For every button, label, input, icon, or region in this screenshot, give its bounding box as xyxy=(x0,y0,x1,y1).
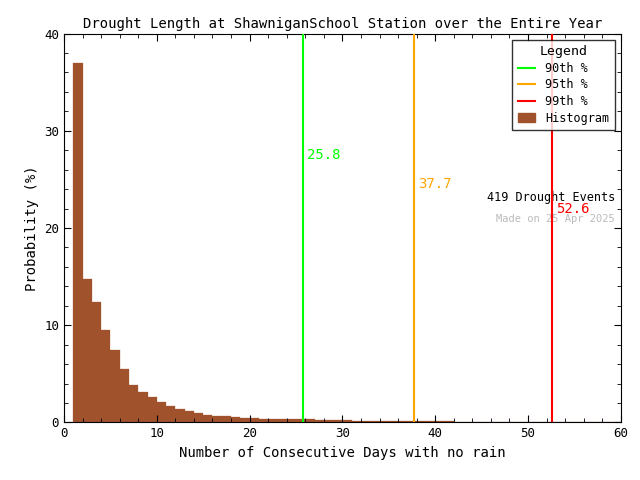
Bar xyxy=(147,397,157,422)
Bar xyxy=(222,416,231,422)
Bar xyxy=(166,406,175,422)
Bar xyxy=(398,421,407,422)
Bar xyxy=(259,419,268,422)
Legend: 90th %, 95th %, 99th %, Histogram: 90th %, 95th %, 99th %, Histogram xyxy=(512,39,615,131)
Bar xyxy=(175,409,184,422)
Bar xyxy=(138,392,148,422)
Y-axis label: Probability (%): Probability (%) xyxy=(24,165,38,291)
Bar xyxy=(352,421,361,422)
Bar xyxy=(120,369,129,422)
Bar xyxy=(380,421,388,422)
Title: Drought Length at ShawniganSchool Station over the Entire Year: Drought Length at ShawniganSchool Statio… xyxy=(83,17,602,31)
Text: 419 Drought Events: 419 Drought Events xyxy=(487,191,615,204)
Bar xyxy=(212,416,222,422)
Bar xyxy=(129,385,138,422)
Bar xyxy=(370,421,380,422)
Text: 52.6: 52.6 xyxy=(556,202,589,216)
Bar xyxy=(417,421,426,422)
Bar xyxy=(296,420,305,422)
Text: 37.7: 37.7 xyxy=(417,177,451,191)
Bar xyxy=(231,417,241,422)
Bar xyxy=(111,350,120,422)
Bar xyxy=(268,419,277,422)
Bar xyxy=(287,420,296,422)
Bar xyxy=(250,418,259,422)
Bar xyxy=(314,420,324,422)
Bar xyxy=(101,330,111,422)
Bar xyxy=(305,420,314,422)
Text: 25.8: 25.8 xyxy=(307,148,340,162)
Bar xyxy=(407,421,417,422)
Bar xyxy=(194,413,204,422)
Bar xyxy=(184,411,194,422)
Bar xyxy=(333,420,342,422)
Bar xyxy=(73,63,83,422)
Bar xyxy=(157,402,166,422)
Bar xyxy=(83,278,92,422)
Bar xyxy=(204,415,212,422)
Bar xyxy=(342,420,352,422)
Bar xyxy=(241,418,250,422)
Bar xyxy=(426,421,435,422)
Bar xyxy=(444,421,454,422)
Bar xyxy=(388,421,398,422)
Bar xyxy=(361,421,370,422)
Bar xyxy=(435,421,444,422)
Bar xyxy=(324,420,333,422)
Bar xyxy=(92,302,101,422)
X-axis label: Number of Consecutive Days with no rain: Number of Consecutive Days with no rain xyxy=(179,446,506,460)
Text: Made on 25 Apr 2025: Made on 25 Apr 2025 xyxy=(497,215,615,224)
Bar xyxy=(278,420,287,422)
